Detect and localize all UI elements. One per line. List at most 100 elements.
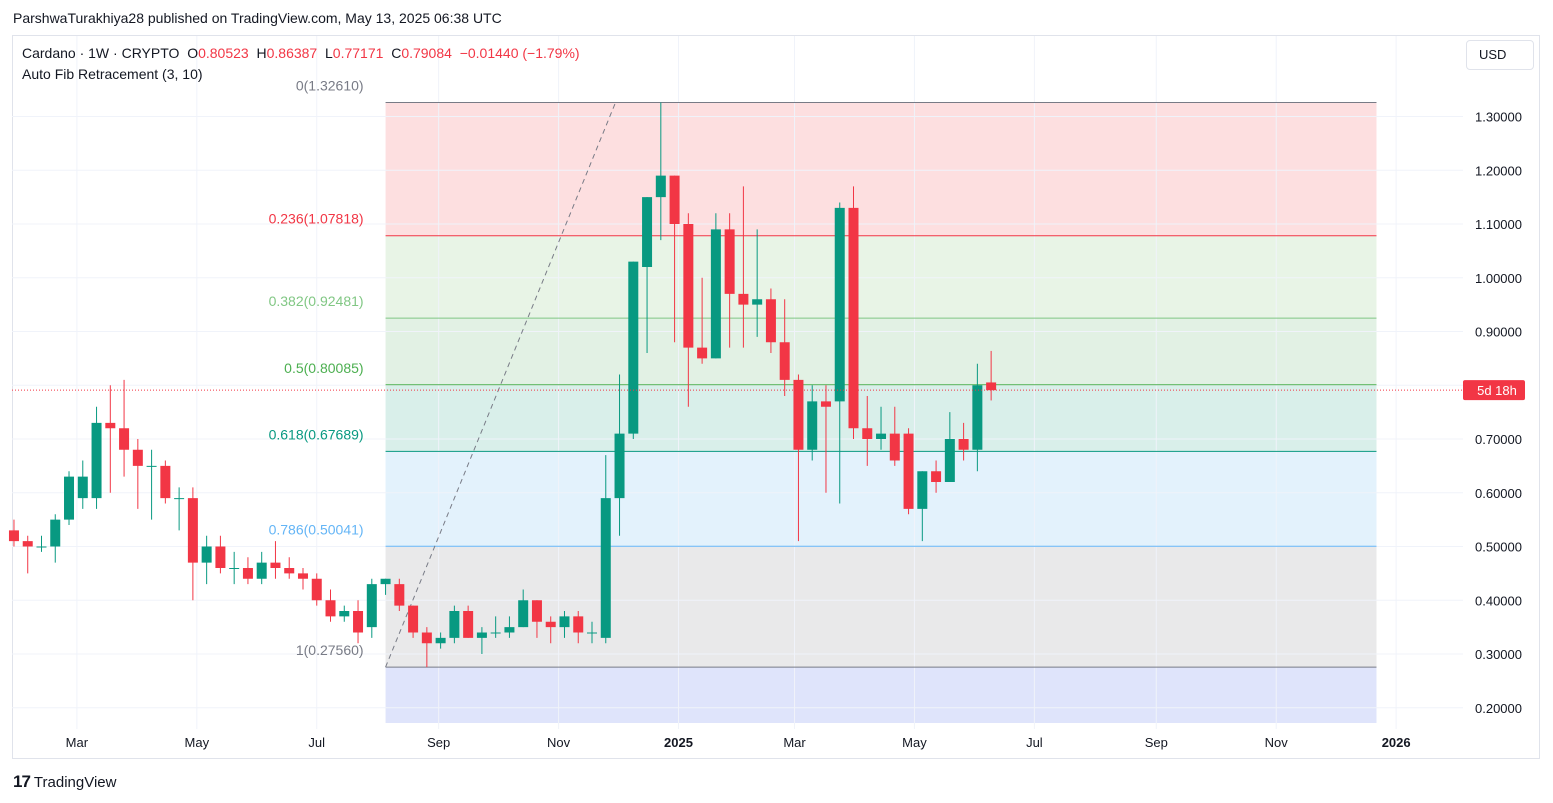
candle-body xyxy=(187,498,198,563)
fib-level-label: 0.236(1.07818) xyxy=(269,211,364,227)
x-tick-label: Jul xyxy=(1026,735,1043,750)
candle-body xyxy=(105,422,116,429)
fib-zone xyxy=(385,667,1377,723)
candle-body xyxy=(490,632,501,634)
candle-body xyxy=(366,584,377,628)
candle-body xyxy=(146,465,157,467)
candle-body xyxy=(8,530,19,542)
indicator-legend[interactable]: Auto Fib Retracement (3, 10) xyxy=(22,66,203,82)
y-tick-label: 0.50000 xyxy=(1475,540,1522,555)
tradingview-logo-icon: 17 xyxy=(13,772,31,791)
x-tick-label: Nov xyxy=(1265,735,1289,750)
candles xyxy=(8,102,997,668)
y-tick-label: 1.10000 xyxy=(1475,217,1522,232)
fib-labels: 0(1.32610) 0.236(1.07818) 0.382(0.92481) 0.… xyxy=(269,77,364,658)
candle-body xyxy=(421,632,432,644)
trend-line xyxy=(385,102,616,668)
fib-level-label: 0.382(0.92481) xyxy=(269,293,364,309)
candle-body xyxy=(531,600,542,622)
symbol-label[interactable]: Cardano · 1W · CRYPTO xyxy=(22,45,180,61)
candle-body xyxy=(160,465,171,499)
candle-body xyxy=(353,611,364,633)
fib-level-label: 1(0.27560) xyxy=(296,642,364,658)
candle-body xyxy=(64,476,75,520)
x-tick-label: 2025 xyxy=(664,735,693,750)
candle-body xyxy=(215,546,226,568)
candle-body xyxy=(986,382,997,391)
y-axis: 0.20000 0.30000 0.40000 0.50000 0.60000 0.700… xyxy=(1475,110,1522,716)
candle-body xyxy=(77,476,88,499)
candle-body xyxy=(752,299,763,305)
candle-body xyxy=(435,637,446,644)
candle-body xyxy=(394,584,405,606)
candle-body xyxy=(614,433,625,499)
y-tick-label: 0.40000 xyxy=(1475,593,1522,608)
x-tick-label: Sep xyxy=(427,735,450,750)
candle-body xyxy=(972,385,983,450)
x-tick-label: May xyxy=(185,735,210,750)
candle-body xyxy=(311,578,322,601)
chart-frame xyxy=(12,35,1540,759)
candle-body xyxy=(380,578,391,585)
tradingview-brand[interactable]: 17 TradingView xyxy=(13,772,116,792)
candle-body xyxy=(655,175,666,198)
candle-body xyxy=(297,573,308,579)
candle-body xyxy=(958,439,969,450)
candle-body xyxy=(587,632,598,634)
candle-body xyxy=(50,519,61,547)
candle-body xyxy=(449,611,460,638)
candle-body xyxy=(944,439,955,482)
x-tick-label: Jul xyxy=(308,735,325,750)
candle-body xyxy=(697,347,708,359)
publisher-line: ParshwaTurakhiya28 published on TradingV… xyxy=(13,10,502,26)
candle-body xyxy=(256,562,267,579)
candle-body xyxy=(807,401,818,450)
fib-level-label: 0.5(0.80085) xyxy=(284,360,363,376)
y-tick-label: 0.60000 xyxy=(1475,486,1522,501)
high-value: 0.86387 xyxy=(266,45,318,61)
candle-body xyxy=(573,616,584,633)
countdown-badge xyxy=(1463,380,1525,401)
candle-body xyxy=(876,433,887,439)
x-tick-label: May xyxy=(902,735,927,750)
y-tick-label: 1.20000 xyxy=(1475,163,1522,178)
countdown-label: 5d 18h xyxy=(1463,380,1525,401)
close-label: C xyxy=(391,45,402,61)
fib-level-label: 0.618(0.67689) xyxy=(269,426,364,442)
candle-body xyxy=(642,197,653,267)
fib-zone xyxy=(385,318,1377,385)
ohlc-legend: Cardano · 1W · CRYPTO O0.80523 H0.86387 … xyxy=(22,45,580,61)
y-tick-label: 0.20000 xyxy=(1475,701,1522,716)
candle-body xyxy=(724,229,735,294)
candle-body xyxy=(270,562,281,568)
candle-body xyxy=(201,546,212,563)
fib-level-label: 0.786(0.50041) xyxy=(269,521,364,537)
low-value: 0.77171 xyxy=(332,45,384,61)
countdown-text: 5d 18h xyxy=(1477,383,1517,398)
currency-button[interactable]: USD xyxy=(1466,40,1534,70)
candle-body xyxy=(36,546,47,548)
candle-body xyxy=(820,401,831,407)
candle-body xyxy=(738,293,749,305)
candle-body xyxy=(559,616,570,628)
candle-body xyxy=(669,175,680,224)
candle-body xyxy=(504,627,515,633)
candle-body xyxy=(174,498,185,500)
fib-trend-line xyxy=(385,102,616,668)
x-tick-label: Sep xyxy=(1145,735,1168,750)
candle-body xyxy=(710,229,721,359)
candle-body xyxy=(793,379,804,450)
brand-name: TradingView xyxy=(33,773,117,791)
x-tick-label: 2026 xyxy=(1382,735,1411,750)
candle-body xyxy=(545,621,556,628)
candle-body xyxy=(132,449,143,466)
fib-zone xyxy=(385,546,1377,668)
candle-body xyxy=(903,433,914,509)
y-tick-label: 1.00000 xyxy=(1475,271,1522,286)
close-value: 0.79084 xyxy=(401,45,452,61)
x-tick-label: Mar xyxy=(66,735,89,750)
candle-body xyxy=(91,422,102,499)
candle-body xyxy=(628,261,639,434)
candle-body xyxy=(463,611,474,638)
